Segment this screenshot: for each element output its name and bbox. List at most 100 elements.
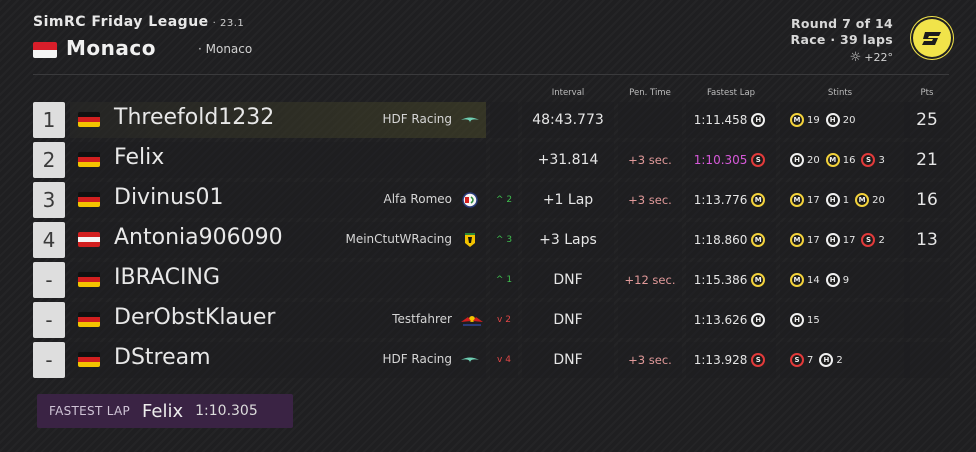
position-change: [490, 142, 518, 178]
team-name: Alfa Romeo: [383, 192, 453, 206]
stint-laps: 20: [872, 194, 885, 206]
stint-laps: 7: [807, 354, 814, 366]
fastest-lap-cell: 1:18.860 M: [686, 222, 776, 258]
fastest-lap-time: 1:10.305: [195, 403, 258, 419]
points-value: 16: [904, 182, 950, 218]
position-badge: -: [33, 302, 65, 338]
tyre-m-icon: M: [825, 153, 840, 167]
fastest-lap-value: 1:18.860: [693, 233, 748, 247]
fastest-lap-cell: 1:15.386 M: [686, 262, 776, 298]
driver-cell: Threefold1232 HDF Racing: [70, 102, 486, 138]
tyre-m-icon: M: [751, 193, 766, 207]
interval-value: DNF: [522, 302, 614, 338]
tyre-h-icon: H: [825, 113, 840, 127]
germany-flag-icon: [78, 272, 100, 287]
penalty-value: [618, 102, 682, 138]
stints-cell: H 15: [780, 302, 910, 338]
stints-cell: M 14 H 9: [780, 262, 910, 298]
tyre-s-icon: S: [861, 153, 876, 167]
points-value: [904, 262, 950, 298]
stint-laps: 2: [836, 354, 843, 366]
penalty-value: +3 sec.: [618, 182, 682, 218]
driver-cell: Antonia906090 MeinCtutWRacing: [70, 222, 486, 258]
points-value: 25: [904, 102, 950, 138]
points-value: 21: [904, 142, 950, 178]
tyre-h-icon: H: [819, 353, 834, 367]
tyre-h-icon: H: [825, 193, 840, 207]
tyre-s-icon: S: [790, 353, 804, 367]
team-name: HDF Racing: [382, 352, 452, 366]
austria-flag-icon: [78, 232, 100, 247]
fastest-lap-banner: FASTEST LAP Felix 1:10.305: [37, 394, 293, 428]
track-location: · Monaco: [198, 42, 253, 56]
stints-cell: M 17 H 1 M 20: [780, 182, 910, 218]
position-badge: 4: [33, 222, 65, 258]
position-change: [490, 102, 518, 138]
driver-name: Divinus01: [114, 185, 224, 210]
team-name: Testfahrer: [392, 312, 452, 326]
track-name: Monaco: [66, 36, 156, 60]
stint-laps: 19: [807, 114, 820, 126]
points-value: [904, 302, 950, 338]
stint-laps: 15: [807, 314, 820, 326]
driver-cell: Felix: [70, 142, 486, 178]
position-badge: 3: [33, 182, 65, 218]
round-label: Round 7 of 14: [790, 16, 893, 31]
stints-cell: M 17 H 17 S 2: [780, 222, 910, 258]
tyre-m-icon: M: [751, 233, 766, 247]
position-change: ^ 1: [490, 262, 518, 298]
aston-martin-icon: [460, 112, 480, 128]
aston-martin-icon: [460, 352, 480, 368]
stint-laps: 2: [878, 234, 885, 246]
driver-cell: Divinus01 Alfa Romeo: [70, 182, 486, 218]
ferrari-icon: [460, 232, 480, 248]
stint-laps: 17: [807, 194, 820, 206]
tyre-h-icon: H: [825, 273, 840, 287]
fastest-lap-cell: 1:13.626 H: [686, 302, 776, 338]
tyre-h-icon: H: [751, 313, 766, 327]
stint-laps: 17: [807, 234, 820, 246]
tyre-m-icon: M: [790, 193, 804, 207]
position-badge: 1: [33, 102, 65, 138]
stint-laps: 20: [842, 114, 856, 126]
tyre-h-icon: H: [790, 313, 804, 327]
stint-laps: 1: [842, 194, 850, 206]
interval-value: 48:43.773: [522, 102, 614, 138]
germany-flag-icon: [78, 112, 100, 127]
sun-icon: ☼: [849, 50, 862, 65]
driver-cell: DerObstKlauer Testfahrer: [70, 302, 486, 338]
interval-value: DNF: [522, 262, 614, 298]
penalty-value: +3 sec.: [618, 342, 682, 378]
driver-name: Threefold1232: [114, 105, 275, 130]
interval-value: +1 Lap: [522, 182, 614, 218]
penalty-value: [618, 222, 682, 258]
stints-cell: M 19 H 20: [780, 102, 910, 138]
team-name: MeinCtutWRacing: [345, 232, 452, 246]
fastest-lap-value: 1:13.626: [693, 313, 748, 327]
driver-name: DStream: [114, 345, 211, 370]
fastest-lap-cell: 1:13.928 S: [686, 342, 776, 378]
penalty-value: +12 sec.: [618, 262, 682, 298]
monaco-flag-icon: [33, 42, 57, 58]
germany-flag-icon: [78, 312, 100, 327]
fastest-lap-value: 1:13.776: [693, 193, 748, 207]
stints-cell: H 20 M 16 S 3: [780, 142, 910, 178]
position-change: v 2: [490, 302, 518, 338]
stint-laps: 20: [807, 154, 820, 166]
season-label: · 23.1: [212, 18, 245, 29]
fastest-lap-value: 1:15.386: [693, 273, 748, 287]
col-interval: Interval: [551, 88, 585, 98]
col-fastest-lap: Fastest Lap: [706, 88, 756, 98]
position-change: v 4: [490, 342, 518, 378]
tyre-h-icon: H: [790, 153, 804, 167]
interval-value: DNF: [522, 342, 614, 378]
tyre-s-icon: S: [751, 353, 766, 367]
fastest-lap-cell: 1:10.305 S: [686, 142, 776, 178]
fastest-lap-driver: Felix: [142, 400, 184, 422]
interval-value: +31.814: [522, 142, 614, 178]
fastest-lap-cell: 1:13.776 M: [686, 182, 776, 218]
position-badge: -: [33, 262, 65, 298]
tyre-h-icon: H: [751, 113, 766, 127]
red-bull-icon: [460, 312, 483, 328]
driver-name: IBRACING: [114, 265, 220, 290]
